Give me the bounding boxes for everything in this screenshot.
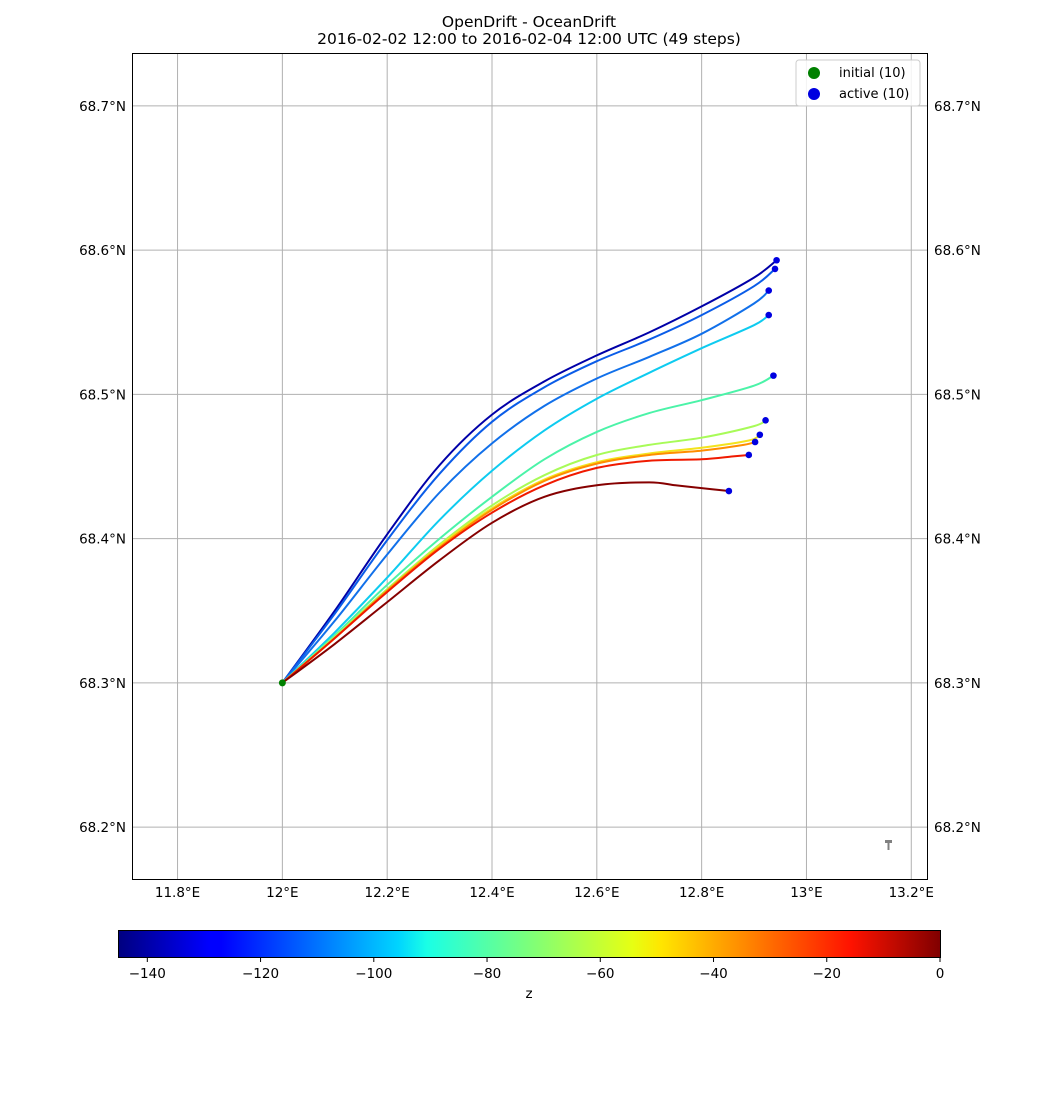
- trajectory-line: [281, 454, 749, 684]
- legend-initial-marker: [808, 67, 820, 79]
- y-tick-label-left: 68.3°N: [79, 676, 126, 692]
- trajectory-line: [281, 314, 770, 684]
- y-tick-labels: 68.7°N 68.7°N 68.6°N 68.6°N 68.5°N 68.5°N 68.4…: [79, 99, 981, 836]
- colorbar-tick-label: −20: [813, 966, 842, 982]
- legend-box: [795, 59, 921, 107]
- plot-frame: [132, 53, 928, 880]
- colorbar-ticks: −140 −120 −100 −80 −60 −40 −20 0: [129, 958, 945, 982]
- active-particle-point: [765, 311, 773, 319]
- x-tick-labels: 11.8°E 12°E 12.2°E 12.4°E 12.6°E 12.8°E 13°E 13…: [155, 885, 934, 901]
- trajectory-line: [281, 289, 770, 684]
- y-tick-label-left: 68.2°N: [79, 820, 126, 836]
- trajectory-line: [281, 374, 774, 684]
- x-tick-label: 12°E: [266, 885, 298, 901]
- y-tick-label-right: 68.4°N: [934, 532, 981, 548]
- land-marker: [885, 840, 892, 850]
- colorbar-tick-label: 0: [936, 966, 945, 982]
- x-tick-label: 11.8°E: [155, 885, 200, 901]
- y-tick-label-left: 68.6°N: [79, 243, 126, 259]
- x-tick-label: 12.6°E: [574, 885, 619, 901]
- colorbar-tick-label: −100: [355, 966, 392, 982]
- trajectory-line: [281, 268, 776, 684]
- x-tick-label: 12.8°E: [679, 885, 724, 901]
- colorbar-tick-label: −80: [473, 966, 502, 982]
- initial-particle-point: [278, 679, 286, 687]
- legend-active-marker: [808, 88, 820, 100]
- y-tick-label-left: 68.4°N: [79, 532, 126, 548]
- x-tick-label: 12.4°E: [469, 885, 514, 901]
- active-particle-point: [773, 256, 780, 264]
- active-particle-point: [765, 287, 773, 294]
- y-tick-label-left: 68.5°N: [79, 387, 126, 403]
- particle-points: [278, 256, 780, 687]
- legend-active-label: active (10): [839, 87, 909, 102]
- y-tick-label-right: 68.7°N: [934, 99, 981, 115]
- x-tick-label: 12.2°E: [365, 885, 410, 901]
- x-tick-label: 13°E: [790, 885, 822, 901]
- x-tick-label: 13.2°E: [889, 885, 934, 901]
- y-tick-label-right: 68.2°N: [934, 820, 981, 836]
- colorbar-tick-label: −140: [129, 966, 166, 982]
- trajectory-line: [281, 441, 756, 684]
- active-particle-point: [762, 417, 769, 424]
- active-particle-point: [756, 431, 764, 439]
- trajectory-line: [281, 481, 730, 684]
- legend[interactable]: initial (10) active (10): [795, 59, 921, 107]
- colorbar-tick-label: −60: [586, 966, 615, 982]
- grid: [133, 54, 927, 879]
- active-particle-point: [751, 438, 759, 446]
- colorbar: [118, 930, 941, 958]
- chart-subtitle: 2016-02-02 12:00 to 2016-02-04 12:00 UTC…: [317, 30, 741, 48]
- colorbar-tick-label: −120: [242, 966, 279, 982]
- trajectory-line: [281, 433, 761, 684]
- trajectory-line: [281, 419, 767, 684]
- trajectories: [281, 259, 778, 684]
- legend-initial-label: initial (10): [839, 66, 906, 81]
- colorbar-label: z: [525, 986, 532, 1002]
- colorbar-tick-label: −40: [699, 966, 728, 982]
- y-tick-label-right: 68.6°N: [934, 243, 981, 259]
- active-particle-point: [745, 451, 753, 459]
- active-particle-point: [725, 487, 733, 495]
- chart-title: OpenDrift - OceanDrift: [442, 13, 616, 31]
- y-tick-label-right: 68.5°N: [934, 387, 981, 403]
- y-tick-label-left: 68.7°N: [79, 99, 126, 115]
- active-particle-point: [770, 372, 777, 379]
- active-particle-point: [771, 265, 779, 273]
- y-tick-label-right: 68.3°N: [934, 676, 981, 692]
- trajectory-line: [281, 259, 778, 684]
